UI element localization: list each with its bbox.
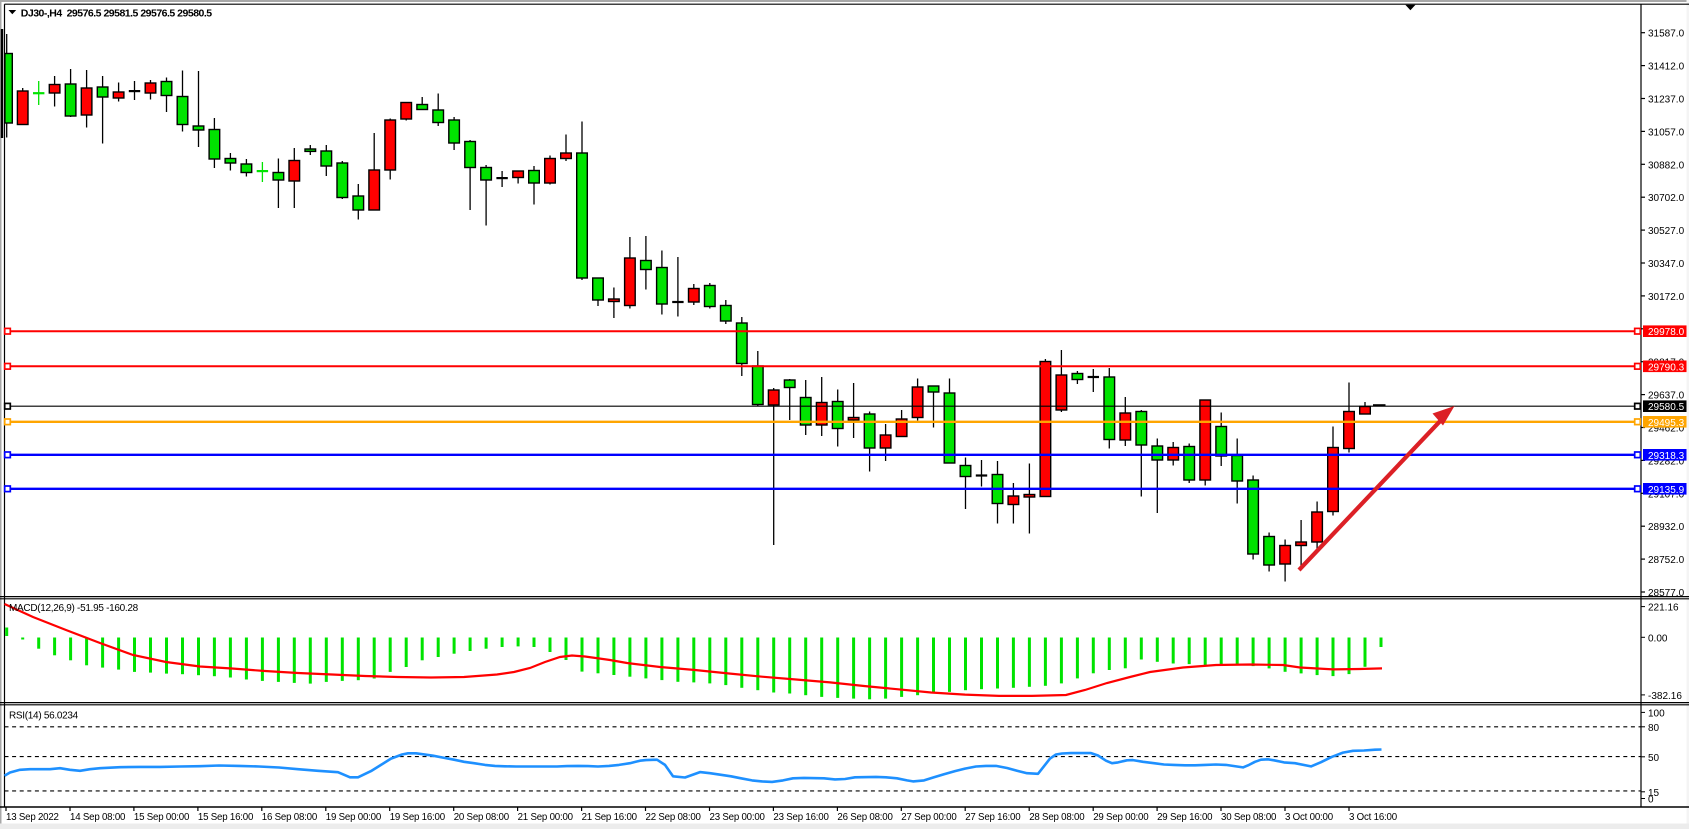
svg-text:23 Sep 00:00: 23 Sep 00:00 (710, 812, 766, 823)
svg-text:29107.0: 29107.0 (1648, 489, 1685, 500)
svg-text:20 Sep 08:00: 20 Sep 08:00 (454, 812, 510, 823)
svg-text:29790.3: 29790.3 (1648, 362, 1685, 373)
svg-text:23 Sep 16:00: 23 Sep 16:00 (773, 812, 829, 823)
svg-text:13 Sep 2022: 13 Sep 2022 (6, 812, 59, 823)
svg-text:29 Sep 16:00: 29 Sep 16:00 (1157, 812, 1213, 823)
svg-text:16 Sep 08:00: 16 Sep 08:00 (262, 812, 318, 823)
svg-text:31587.0: 31587.0 (1648, 29, 1685, 40)
svg-text:29462.0: 29462.0 (1648, 424, 1685, 435)
svg-text:-382.16: -382.16 (1648, 691, 1682, 702)
svg-text:0.00: 0.00 (1648, 633, 1668, 644)
svg-text:30527.0: 30527.0 (1648, 226, 1685, 237)
svg-text:19 Sep 16:00: 19 Sep 16:00 (390, 812, 446, 823)
svg-text:29580.5: 29580.5 (1648, 402, 1685, 413)
svg-text:0: 0 (1648, 795, 1654, 806)
svg-text:80: 80 (1648, 723, 1660, 734)
svg-text:MACD(12,26,9) -51.95 -160.28: MACD(12,26,9) -51.95 -160.28 (9, 603, 139, 614)
svg-text:15 Sep 16:00: 15 Sep 16:00 (198, 812, 254, 823)
svg-text:30702.0: 30702.0 (1648, 193, 1685, 204)
svg-text:31057.0: 31057.0 (1648, 127, 1685, 138)
svg-text:28 Sep 08:00: 28 Sep 08:00 (1029, 812, 1085, 823)
svg-text:29318.3: 29318.3 (1648, 451, 1685, 462)
svg-text:30 Sep 08:00: 30 Sep 08:00 (1221, 812, 1277, 823)
svg-text:19 Sep 00:00: 19 Sep 00:00 (326, 812, 382, 823)
svg-text:26 Sep 08:00: 26 Sep 08:00 (837, 812, 893, 823)
svg-text:50: 50 (1648, 753, 1660, 764)
svg-text:30172.0: 30172.0 (1648, 292, 1685, 303)
svg-text:28932.0: 28932.0 (1648, 522, 1685, 533)
svg-text:RSI(14) 56.0234: RSI(14) 56.0234 (9, 711, 79, 722)
svg-text:29978.0: 29978.0 (1648, 327, 1685, 338)
svg-text:21 Sep 16:00: 21 Sep 16:00 (582, 812, 638, 823)
svg-text:DJ30-,H4 29576.5 29581.5 2957: DJ30-,H4 29576.5 29581.5 29576.5 29580.5 (21, 8, 213, 20)
svg-text:22 Sep 08:00: 22 Sep 08:00 (646, 812, 702, 823)
svg-text:28752.0: 28752.0 (1648, 555, 1685, 566)
svg-text:30347.0: 30347.0 (1648, 259, 1685, 270)
svg-text:29282.0: 29282.0 (1648, 456, 1685, 467)
svg-text:3 Oct 00:00: 3 Oct 00:00 (1285, 812, 1334, 823)
svg-text:27 Sep 00:00: 27 Sep 00:00 (901, 812, 957, 823)
svg-text:31237.0: 31237.0 (1648, 95, 1685, 106)
svg-text:221.16: 221.16 (1648, 603, 1679, 614)
svg-text:28577.0: 28577.0 (1648, 588, 1685, 599)
svg-text:29495.3: 29495.3 (1648, 418, 1685, 429)
svg-text:15 Sep 00:00: 15 Sep 00:00 (134, 812, 190, 823)
svg-text:29135.9: 29135.9 (1648, 485, 1685, 496)
svg-text:29 Sep 00:00: 29 Sep 00:00 (1093, 812, 1149, 823)
svg-text:31412.0: 31412.0 (1648, 62, 1685, 73)
svg-text:14 Sep 08:00: 14 Sep 08:00 (70, 812, 126, 823)
svg-text:15: 15 (1648, 788, 1660, 799)
svg-text:29637.0: 29637.0 (1648, 391, 1685, 402)
svg-text:3 Oct 16:00: 3 Oct 16:00 (1349, 812, 1398, 823)
svg-text:21 Sep 00:00: 21 Sep 00:00 (518, 812, 574, 823)
svg-text:30882.0: 30882.0 (1648, 160, 1685, 171)
svg-text:100: 100 (1648, 708, 1665, 719)
svg-text:27 Sep 16:00: 27 Sep 16:00 (965, 812, 1021, 823)
